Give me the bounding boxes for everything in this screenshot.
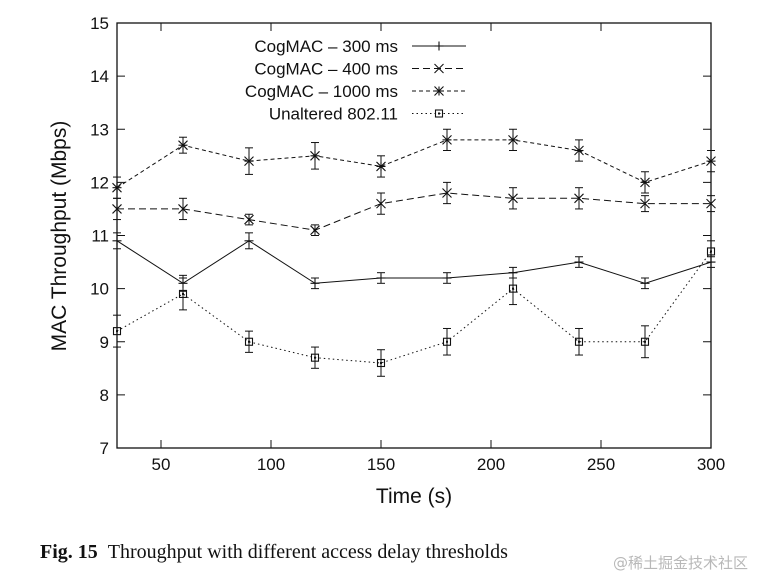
- y-tick-label: 10: [90, 280, 109, 299]
- caption-text: Throughput with different access delay t…: [107, 541, 508, 563]
- data-point: [112, 204, 122, 214]
- data-point: [706, 156, 716, 167]
- y-tick-label: 15: [90, 14, 109, 33]
- x-tick-label: 200: [477, 455, 505, 474]
- data-point: [442, 134, 452, 145]
- data-point: [244, 214, 254, 225]
- data-point: [178, 289, 188, 298]
- legend-marker: [434, 86, 444, 96]
- data-point: [310, 353, 320, 362]
- x-tick-label: 50: [152, 455, 171, 474]
- data-point: [508, 134, 518, 145]
- legend-marker: [434, 41, 444, 51]
- legend-label: CogMAC – 400 ms: [254, 60, 398, 79]
- y-tick-label: 14: [90, 67, 109, 86]
- legend: CogMAC – 300 ms CogMAC – 400 ms CogMAC – 1…: [245, 37, 466, 124]
- legend-marker: [434, 109, 444, 118]
- data-point: [112, 327, 122, 336]
- data-point: [706, 247, 716, 256]
- data-point: [112, 182, 122, 193]
- legend-label: Unaltered 802.11: [269, 105, 398, 124]
- throughput-chart: 7 8 9 10 11 12 13 14 15 50 100 150 200 250 300 CogMAC …: [48, 14, 725, 508]
- figure-caption: Fig. 15 Throughput with different access …: [40, 541, 740, 564]
- series-line: [116, 251, 712, 364]
- data-point: [244, 236, 254, 246]
- data-point: [310, 278, 320, 288]
- data-point: [640, 198, 650, 209]
- series-line: [116, 240, 712, 284]
- plot-frame: [116, 22, 712, 449]
- axis-ticks: 7 8 9 10 11 12 13 14 15 50 100 150 200 250 300: [90, 14, 725, 474]
- data-point: [640, 177, 650, 188]
- data-point: [178, 204, 188, 214]
- x-tick-label: 100: [257, 455, 285, 474]
- y-tick-label: 7: [100, 439, 109, 458]
- legend-label: CogMAC – 1000 ms: [245, 82, 398, 101]
- data-point: [706, 198, 716, 209]
- x-tick-label: 150: [367, 455, 395, 474]
- data-point: [574, 193, 584, 204]
- x-tick-label: 300: [697, 455, 725, 474]
- data-point: [376, 358, 386, 368]
- x-axis-title: Time (s): [376, 485, 452, 508]
- data-point: [376, 161, 386, 172]
- y-tick-label: 8: [100, 386, 109, 405]
- data-point: [112, 236, 122, 246]
- y-tick-label: 13: [90, 120, 109, 139]
- data-point: [574, 257, 584, 267]
- caption-figure-number: Fig. 15: [40, 541, 98, 563]
- data-point: [508, 193, 518, 204]
- data-point: [442, 273, 452, 283]
- y-tick-label: 11: [91, 227, 109, 246]
- y-tick-label: 12: [90, 173, 109, 192]
- data-point: [310, 150, 320, 161]
- data-point: [376, 198, 386, 209]
- watermark: @稀土掘金技术社区: [612, 554, 748, 572]
- data-point: [244, 156, 254, 167]
- data-point: [376, 273, 386, 283]
- legend-marker: [434, 63, 444, 74]
- data-point: [244, 337, 254, 346]
- data-point: [442, 337, 452, 346]
- data-point: [508, 284, 518, 293]
- series-line: [117, 192, 711, 231]
- legend-label: CogMAC – 300 ms: [254, 37, 398, 56]
- data-point: [640, 337, 650, 346]
- data-point: [178, 140, 188, 151]
- series-line: [116, 139, 712, 189]
- y-axis-title: MAC Throughput (Mbps): [48, 121, 71, 352]
- data-point: [574, 145, 584, 156]
- y-tick-label: 9: [100, 333, 109, 352]
- data-point: [640, 278, 650, 288]
- data-point: [574, 337, 584, 346]
- data-point: [442, 188, 452, 198]
- series-layer: [112, 128, 716, 377]
- x-tick-label: 250: [587, 455, 615, 474]
- data-point: [310, 225, 320, 236]
